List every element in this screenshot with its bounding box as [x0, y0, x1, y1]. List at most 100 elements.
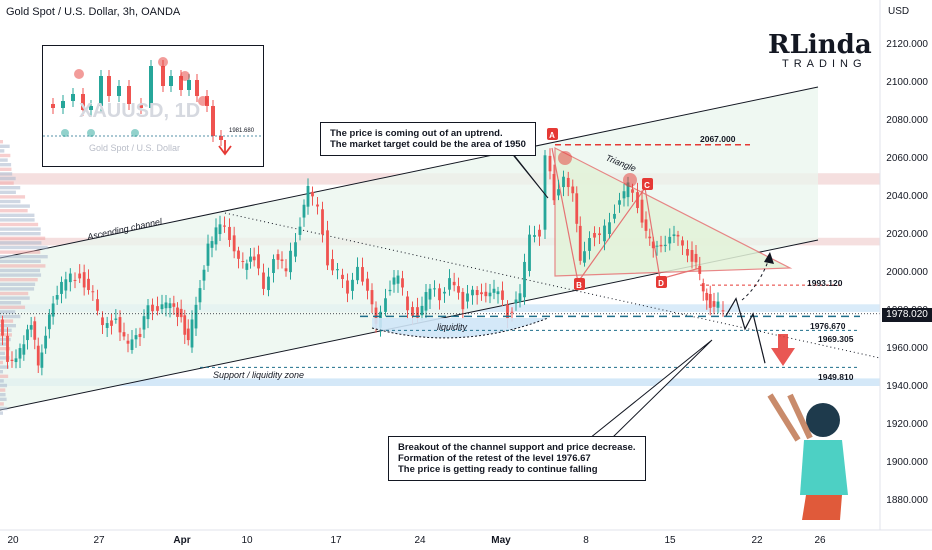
candle-body	[448, 278, 451, 290]
candle-body	[326, 230, 329, 266]
bearish-projection	[725, 297, 766, 364]
candle-body	[452, 281, 456, 286]
candle-body	[471, 289, 474, 296]
volume-profile-bar	[0, 190, 16, 194]
candle-body	[249, 256, 252, 262]
level-1976-label: 1976.670	[810, 321, 846, 331]
candle-body	[528, 234, 531, 271]
candle-body	[686, 249, 689, 256]
candle-body	[232, 235, 236, 252]
liquidity-arc	[371, 317, 549, 339]
candle-body	[424, 292, 428, 311]
inset-candle-body	[89, 106, 93, 110]
candle-body	[311, 191, 314, 197]
candle-body	[87, 278, 90, 291]
candle-body	[51, 303, 55, 317]
candle-body	[523, 261, 526, 298]
candle-body	[156, 306, 159, 311]
volume-profile-bar	[0, 347, 11, 351]
candle-body	[47, 314, 51, 330]
candle-body	[164, 302, 168, 309]
player-illustration	[767, 393, 848, 520]
player-arm	[767, 393, 801, 442]
candle-body	[118, 317, 122, 333]
candle-body	[101, 317, 104, 326]
volume-profile-bar	[0, 144, 10, 148]
candle-body	[401, 278, 404, 288]
candle-body	[626, 182, 630, 198]
candle-body	[705, 292, 709, 301]
candle-body	[151, 304, 154, 312]
candle-body	[411, 307, 414, 316]
volume-profile-bar	[0, 305, 26, 309]
channel-upper-line	[0, 86, 819, 259]
player-jersey	[800, 440, 848, 495]
inset-candle-body	[127, 86, 131, 104]
candle-body	[396, 275, 400, 284]
peak-circle	[623, 173, 637, 187]
volume-profile-bar	[0, 314, 21, 319]
inset-candle-body	[179, 76, 183, 90]
level-2067-label: 2067.000	[700, 134, 736, 144]
volume-profile-bar	[0, 356, 10, 360]
volume-profile-bar	[0, 149, 5, 153]
inset-trough-circle	[131, 129, 139, 137]
volume-profile-bar	[0, 333, 12, 337]
candle-body	[575, 193, 579, 224]
inset-trough-circle	[61, 129, 69, 137]
breakout-note-line: Breakout of the channel support and pric…	[398, 442, 636, 453]
candle-body	[514, 299, 518, 304]
candle-body	[172, 303, 176, 307]
level-1993-label: 1993.120	[807, 278, 843, 288]
volume-profile-bar	[0, 411, 3, 415]
candle-body	[10, 359, 14, 361]
breakout-note-box: Breakout of the channel support and pric…	[388, 436, 646, 481]
candle-body	[461, 291, 465, 310]
candle-body	[289, 250, 292, 273]
candle-body	[206, 243, 210, 266]
volume-profile-bar	[0, 319, 14, 323]
candle-body	[562, 176, 565, 188]
volume-profile-bar	[0, 296, 30, 300]
candle-body	[712, 301, 716, 307]
volume-profile-bar	[0, 218, 35, 222]
candle-body	[466, 293, 469, 302]
volume-profile-bar	[0, 259, 41, 263]
point-d-marker	[656, 276, 667, 288]
candle-body	[518, 293, 522, 302]
candle-body	[651, 241, 655, 249]
player-arm	[787, 393, 813, 440]
candle-body	[356, 266, 359, 281]
volume-profile-bar	[0, 163, 12, 167]
y-tick-label: 2060.000	[886, 153, 928, 164]
y-tick-label: 2100.000	[886, 77, 928, 88]
candle-body	[636, 192, 639, 209]
volume-profile-bar	[0, 383, 8, 388]
candle-body	[241, 260, 245, 262]
peak-circle	[558, 151, 572, 165]
volume-profile-bar	[0, 172, 13, 176]
candle-body	[36, 345, 40, 366]
ascending-channel-fill	[0, 87, 818, 410]
candle-body	[29, 325, 33, 330]
candle-body	[78, 273, 82, 279]
candle-body	[721, 310, 725, 312]
volume-profile-bar	[0, 232, 41, 236]
candle-body	[60, 281, 63, 294]
volume-profile-bar	[0, 406, 8, 411]
candle-body	[694, 253, 698, 263]
volume-profile-bar	[0, 209, 28, 213]
inset-candle-body	[169, 76, 173, 86]
inset-down-arrow	[218, 145, 232, 156]
candle-body	[276, 254, 280, 260]
volume-profile-bar	[0, 301, 22, 305]
candle-body	[480, 292, 483, 295]
liquidity-label: liquidity	[437, 322, 468, 332]
candle-body	[681, 240, 684, 246]
volume-profile-bar	[0, 245, 48, 250]
x-tick-label: 17	[330, 535, 342, 546]
candle-body	[510, 311, 514, 313]
candle-body	[701, 283, 705, 292]
volume-profile-bar	[0, 227, 41, 231]
